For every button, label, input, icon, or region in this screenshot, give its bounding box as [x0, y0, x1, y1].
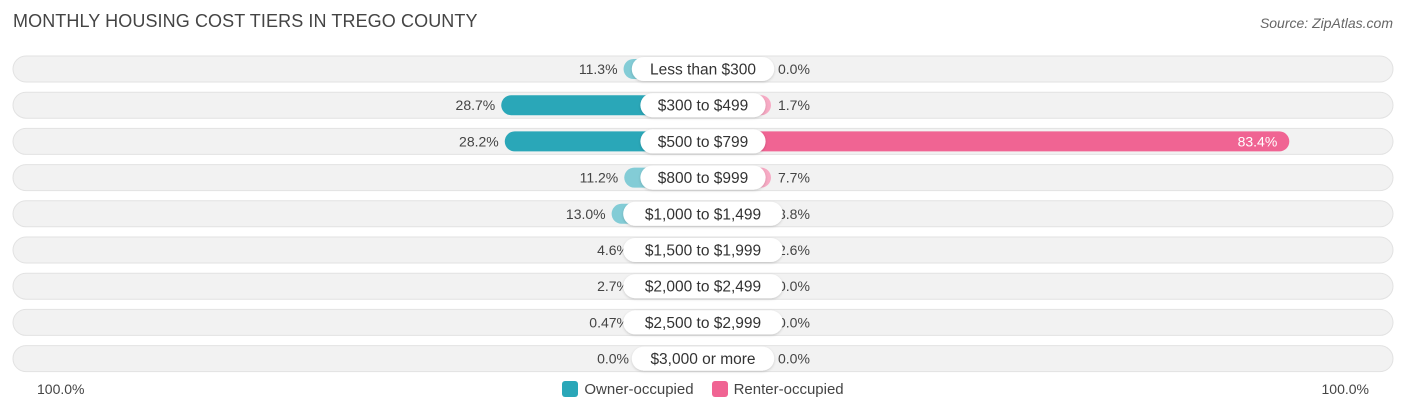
- owner-value-label: 4.6%: [597, 242, 629, 258]
- renter-value-label: 3.8%: [778, 206, 810, 222]
- owner-value-label: 28.2%: [459, 133, 499, 149]
- chart-row: 28.7% 1.7% $300 to $499: [12, 91, 1394, 119]
- chart-row: 2.7% 0.0% $2,000 to $2,499: [12, 272, 1394, 300]
- legend-label-renter: Renter-occupied: [733, 380, 844, 398]
- owner-value-label: 28.7%: [456, 97, 496, 113]
- renter-value-label: 0.0%: [778, 351, 810, 367]
- chart-row: 0.47% 0.0% $2,500 to $2,999: [12, 308, 1394, 336]
- owner-value-label: 0.0%: [597, 351, 629, 367]
- legend: Owner-occupied Renter-occupied: [0, 379, 1406, 399]
- owner-value-label: 2.7%: [597, 278, 629, 294]
- owner-value-label: 11.2%: [580, 170, 619, 186]
- category-label: $500 to $799: [658, 134, 749, 151]
- chart-row: 4.6% 2.6% $1,500 to $1,999: [12, 236, 1394, 264]
- category-pill: [623, 201, 783, 226]
- category-pill: [631, 57, 775, 81]
- legend-swatch-owner: [562, 381, 579, 397]
- chart-row: 0.0% 0.0% $3,000 or more: [12, 345, 1394, 373]
- category-pill: [623, 274, 783, 299]
- category-pill: [623, 238, 783, 262]
- legend-swatch-renter: [711, 381, 728, 397]
- renter-value-label: 83.4%: [1238, 133, 1278, 149]
- renter-bar: [703, 131, 1290, 152]
- legend-label-owner: Owner-occupied: [584, 380, 694, 398]
- category-label: $300 to $499: [658, 98, 749, 115]
- source-label: Source: ZipAtlas.com: [1259, 15, 1393, 31]
- category-pill: [640, 165, 766, 190]
- chart-row: 28.2% 83.4% $500 to $799: [12, 127, 1394, 155]
- category-label: $1,500 to $1,999: [645, 243, 761, 260]
- category-label: Less than $300: [650, 62, 756, 79]
- category-pill: [640, 93, 766, 118]
- category-label: $3,000 or more: [650, 351, 755, 368]
- chart-row: 11.3% 0.0% Less than $300: [12, 55, 1394, 83]
- category-pill: [640, 129, 766, 154]
- renter-value-label: 0.0%: [778, 278, 810, 294]
- legend-item-renter: Renter-occupied: [711, 380, 844, 398]
- category-label: $1,000 to $1,499: [645, 206, 761, 223]
- renter-value-label: 1.7%: [778, 97, 810, 113]
- chart-row: 11.2% 7.7% $800 to $999: [12, 164, 1394, 192]
- axis-left-label: 100.0%: [37, 381, 85, 397]
- category-label: $2,500 to $2,999: [645, 315, 761, 332]
- category-pill: [631, 346, 775, 371]
- owner-value-label: 0.47%: [589, 314, 629, 330]
- chart-row: 13.0% 3.8% $1,000 to $1,499: [12, 200, 1394, 228]
- renter-value-label: 0.0%: [778, 314, 810, 330]
- axis-right-label: 100.0%: [1321, 381, 1369, 397]
- category-label: $2,000 to $2,499: [645, 279, 761, 296]
- category-label: $800 to $999: [658, 170, 749, 187]
- owner-value-label: 11.3%: [579, 61, 618, 77]
- owner-value-label: 13.0%: [566, 206, 606, 222]
- legend-item-owner: Owner-occupied: [562, 380, 694, 398]
- renter-value-label: 2.6%: [778, 242, 810, 258]
- renter-value-label: 7.7%: [778, 170, 810, 186]
- category-pill: [623, 310, 783, 335]
- renter-value-label: 0.0%: [778, 61, 810, 77]
- chart-title: MONTHLY HOUSING COST TIERS IN TREGO COUN…: [13, 11, 478, 31]
